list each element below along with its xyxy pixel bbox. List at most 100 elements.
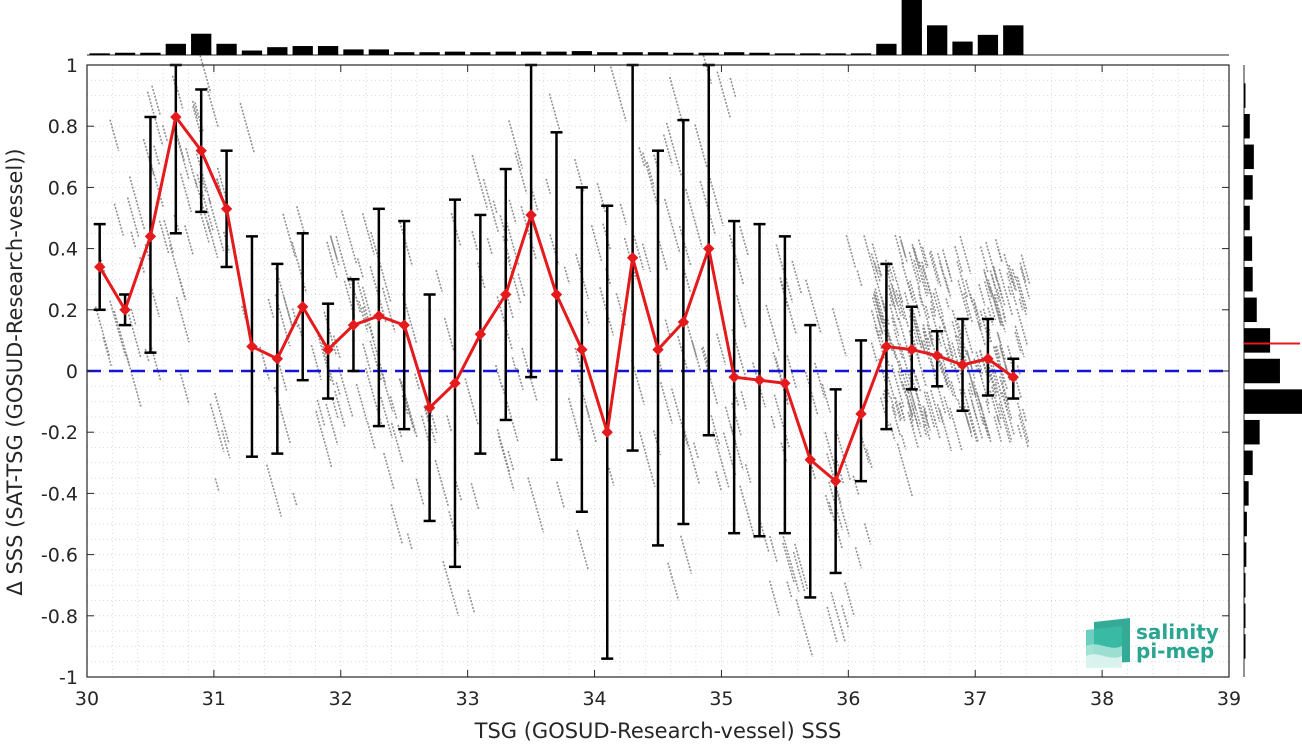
scatter-streak xyxy=(997,248,1003,263)
scatter-streak xyxy=(833,481,851,537)
scatter-streak xyxy=(951,321,958,337)
scatter-streak xyxy=(791,260,803,295)
scatter-streak xyxy=(545,178,552,194)
scatter-streak xyxy=(977,322,986,346)
scatter-streak xyxy=(357,282,375,340)
scatter-streak xyxy=(909,309,923,349)
scatter-streak xyxy=(379,396,394,439)
scatter-streak xyxy=(928,252,940,284)
scatter-streak xyxy=(283,296,295,331)
scatter-streak xyxy=(471,154,489,210)
scatter-streak xyxy=(664,319,671,336)
scatter-streak xyxy=(94,306,111,357)
right-histogram-bar xyxy=(1244,144,1254,170)
scatter-streak xyxy=(506,257,522,305)
scatter-streak xyxy=(976,392,983,411)
scatter-streak xyxy=(127,314,142,358)
scatter-streak xyxy=(194,179,212,234)
scatter-streak xyxy=(130,231,137,248)
right-histogram-bar xyxy=(1244,236,1253,261)
top-histogram-bar xyxy=(927,25,948,55)
scatter-streak xyxy=(907,281,915,304)
scatter-streak xyxy=(657,237,669,271)
scatter-streak xyxy=(514,152,528,194)
y-tick-label: -0.8 xyxy=(41,606,78,628)
scatter-streak xyxy=(886,269,898,305)
scatter-streak xyxy=(978,284,986,306)
scatter-streak xyxy=(921,246,930,268)
scatter-streak xyxy=(951,342,964,380)
scatter-streak xyxy=(310,344,322,381)
top-histogram-bar xyxy=(267,47,288,55)
scatter-streak xyxy=(435,269,443,292)
scatter-streak xyxy=(662,134,674,166)
scatter-streak xyxy=(334,390,346,428)
scatter-streak xyxy=(863,523,872,545)
scatter-streak xyxy=(128,176,146,231)
top-histogram-bar xyxy=(368,49,389,55)
x-tick-label: 38 xyxy=(1090,688,1114,710)
scatter-streak xyxy=(938,409,953,452)
scatter-streak xyxy=(995,345,1001,360)
scatter-streak xyxy=(964,279,973,303)
scatter-streak xyxy=(979,350,988,376)
scatter-streak xyxy=(979,310,990,343)
scatter-streak xyxy=(963,292,974,324)
y-tick-label: -0.2 xyxy=(41,422,78,444)
right-histogram-bar xyxy=(1244,358,1280,384)
scatter-streak xyxy=(894,397,903,420)
scatter-streak xyxy=(340,210,358,265)
scatter-streak xyxy=(957,335,966,363)
top-histogram-bar xyxy=(165,43,186,55)
scatter-streak xyxy=(945,298,950,310)
scatter-streak xyxy=(596,182,607,214)
scatter-streak xyxy=(992,266,1002,292)
scatter-streak xyxy=(638,431,656,487)
scatter-streak xyxy=(399,221,414,267)
scatter-streak xyxy=(330,236,340,266)
scatter-streak xyxy=(834,427,852,481)
scatter-streak xyxy=(397,424,403,439)
top-histogram-bar xyxy=(394,52,415,55)
top-histogram-bar xyxy=(977,34,999,55)
x-tick-label: 30 xyxy=(75,688,99,710)
scatter-streak xyxy=(826,606,838,643)
x-tick-label: 32 xyxy=(329,688,353,710)
scatter-streak xyxy=(608,467,615,486)
scatter-streak xyxy=(332,335,341,358)
top-histogram-bar xyxy=(495,51,516,55)
scatter-streak xyxy=(716,71,732,119)
scatter-streak xyxy=(795,599,814,658)
scatter-streak xyxy=(975,351,984,375)
scatter-streak xyxy=(922,324,929,342)
top-histogram-bar xyxy=(546,51,567,55)
scatter-streak xyxy=(969,293,982,330)
scatter-streak xyxy=(282,213,296,257)
series-marker xyxy=(449,377,461,389)
scatter-streak xyxy=(130,308,137,326)
scatter-streak xyxy=(665,122,683,177)
scatter-streak xyxy=(399,378,416,434)
scatter-streak xyxy=(1017,424,1023,440)
series-marker xyxy=(322,343,334,356)
top-histogram-bar xyxy=(114,52,136,55)
scatter-streak xyxy=(962,388,972,416)
scatter-streak xyxy=(830,591,847,643)
series-marker xyxy=(474,328,487,340)
scatter-streak xyxy=(722,432,737,477)
scatter-streak xyxy=(843,582,855,617)
scatter-streak xyxy=(884,324,891,341)
scatter-streak xyxy=(921,261,934,300)
scatter-streak xyxy=(973,302,979,317)
scatter-streak xyxy=(930,250,942,287)
scatter-streak xyxy=(821,383,832,413)
scatter-streak xyxy=(1003,253,1014,285)
scatter-streak xyxy=(915,375,922,393)
series-marker xyxy=(398,319,410,331)
scatter-streak xyxy=(102,337,112,366)
right-histogram-bar xyxy=(1244,175,1253,200)
series-marker xyxy=(119,304,131,316)
series-marker xyxy=(423,402,436,414)
x-tick-label: 35 xyxy=(709,688,733,710)
right-histogram-bar xyxy=(1244,511,1247,537)
